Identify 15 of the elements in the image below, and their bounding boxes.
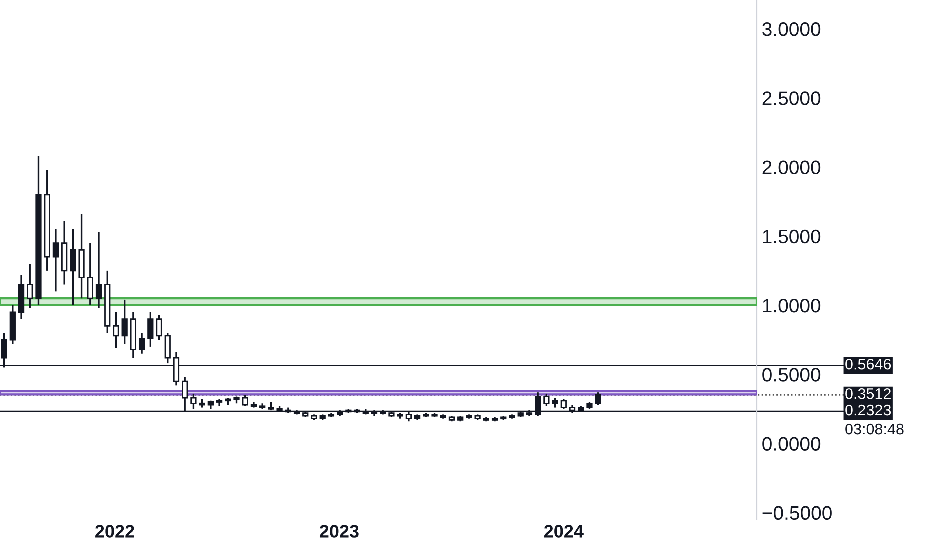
y-tick-label: 1.5000: [763, 230, 821, 244]
text: 03:08:48: [846, 424, 904, 435]
ref-line-label: 0.5646: [846, 358, 892, 370]
ref-line-label: 0.2323: [846, 404, 892, 416]
x-tick-label: 2022: [96, 525, 134, 538]
y-tick-label: 0.5000: [762, 368, 821, 382]
y-tick-label: 0.0000: [762, 437, 821, 451]
y-tick-label: 3.0000: [762, 22, 821, 36]
y-tick-label: 2.5000: [762, 92, 821, 106]
y-tick-label: 2.0000: [762, 160, 821, 174]
y-tick-label: 1.0000: [763, 298, 821, 313]
y-tick-label: −0.5000: [762, 506, 832, 520]
ref-line-label: 0.3512: [846, 388, 891, 400]
x-tick-label: 2023: [320, 525, 359, 538]
x-tick-label: 2024: [544, 525, 584, 538]
